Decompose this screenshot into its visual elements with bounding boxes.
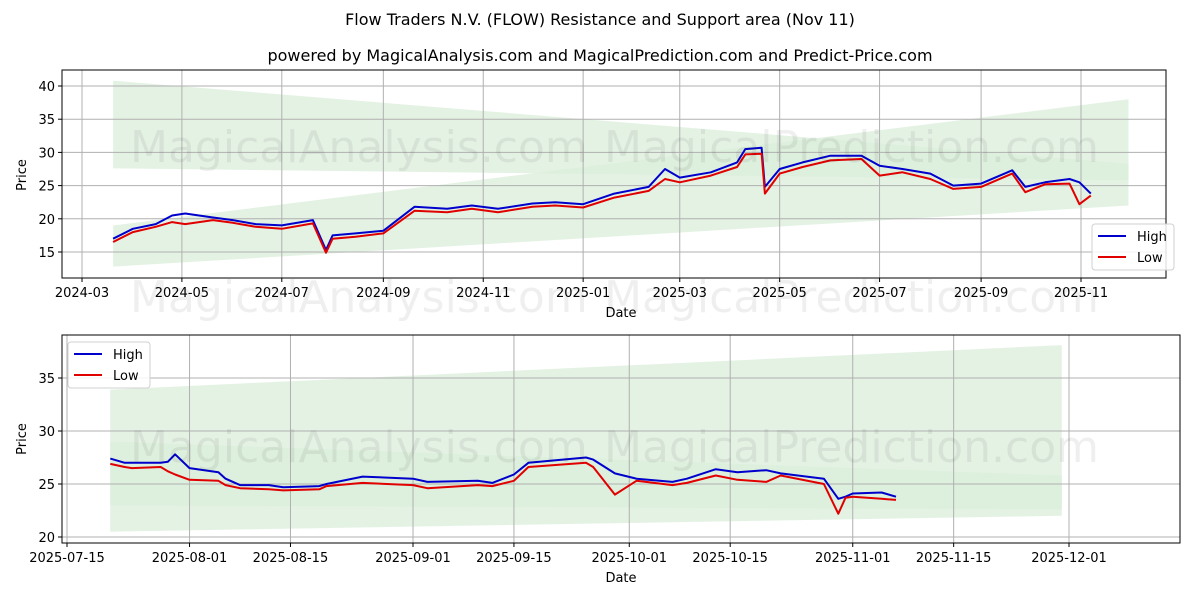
bottom-y-axis-label: Price [15,423,30,455]
x-tick-label: 2025-09-01 [375,551,451,566]
y-tick-label: 15 [38,246,55,261]
series-low-line [110,461,897,515]
x-tick-label: 2024-05 [155,286,209,301]
top-plot-frame [61,69,1167,279]
x-tick-label: 2024-03 [55,286,109,301]
top-axis-ticks: 15 20 25 30 35 40 2024-03 2024-05 2024-07 2024-09… [38,80,1108,301]
x-tick-label: 2025-07-15 [29,551,105,566]
bottom-axis-ticks: 20 25 30 35 2025-07-15 2025-08-01 2025-08-15 20… [29,372,1107,566]
x-tick-label: 2025-07 [852,286,906,301]
watermark-analysis-3: MagicalAnalysis.com [130,422,588,473]
y-tick-label: 25 [38,478,55,493]
watermark-analysis: MagicalAnalysis.com [130,122,588,173]
chart-subtitle: powered by MagicalAnalysis.com and Magic… [267,46,933,65]
x-tick-label: 2025-01 [556,286,610,301]
x-tick-label: 2024-07 [255,286,309,301]
watermark-prediction-2: MagicalPrediction.com [604,272,1099,323]
bottom-x-axis-label: Date [605,571,636,586]
bottom-legend: High Low [67,341,151,389]
y-tick-label: 35 [38,113,55,128]
top-legend: High Low [1091,223,1175,271]
bottom-plot-frame [61,334,1181,544]
top-price-chart: MagicalAnalysis.com MagicalPrediction.co… [15,69,1175,323]
top-y-axis-label: Price [15,159,30,191]
band-1 [110,441,1062,510]
series-high-line [110,453,897,500]
legend-high-label: High [1137,230,1167,245]
bottom-price-lines [110,453,897,515]
series-high-line [112,146,1092,251]
y-tick-label: 35 [38,372,55,387]
watermark-prediction-3: MagicalPrediction.com [604,422,1099,473]
x-tick-label: 2025-11-01 [815,551,891,566]
x-tick-label: 2025-12-01 [1031,551,1107,566]
top-resistance-support-bands [113,80,1129,267]
x-tick-label: 2025-10-01 [591,551,667,566]
chart-title: Flow Traders N.V. (FLOW) Resistance and … [345,10,855,29]
x-tick-label: 2024-11 [456,286,510,301]
band-1 [113,99,1129,267]
y-tick-label: 30 [38,146,55,161]
x-tick-label: 2025-08-01 [152,551,228,566]
bottom-price-chart: MagicalAnalysis.com MagicalPrediction.co… [15,334,1181,586]
legend-low-label: Low [113,369,139,384]
watermark-analysis-2: MagicalAnalysis.com [130,272,588,323]
x-tick-label: 2025-11 [1054,286,1108,301]
bottom-grid [62,335,1180,543]
top-x-axis-label: Date [605,306,636,321]
y-tick-label: 30 [38,425,55,440]
y-tick-label: 40 [38,80,55,95]
y-tick-label: 25 [38,180,55,195]
x-tick-label: 2025-05 [752,286,806,301]
legend-high-label: High [113,348,143,363]
x-tick-label: 2025-09-15 [476,551,552,566]
x-tick-label: 2025-03 [653,286,707,301]
series-low-line [112,152,1092,254]
x-tick-label: 2025-10-15 [692,551,768,566]
y-tick-label: 20 [38,213,55,228]
x-tick-label: 2025-09 [954,286,1008,301]
x-tick-label: 2025-08-15 [253,551,329,566]
x-tick-label: 2025-11-15 [916,551,992,566]
y-tick-label: 20 [38,531,55,546]
top-price-lines [112,146,1092,254]
x-tick-label: 2024-09 [356,286,410,301]
legend-low-label: Low [1137,251,1163,266]
watermark-prediction: MagicalPrediction.com [604,122,1099,173]
